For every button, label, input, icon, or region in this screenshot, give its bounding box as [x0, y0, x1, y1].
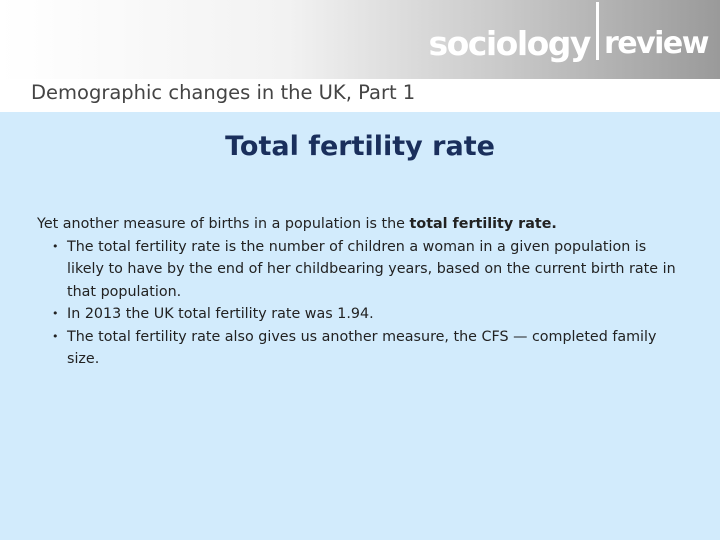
slide-body: Yet another measure of births in a popul… — [37, 213, 687, 371]
intro-paragraph: Yet another measure of births in a popul… — [37, 213, 687, 236]
bullet-icon: • — [52, 239, 59, 253]
bullet-icon: • — [52, 307, 59, 320]
logo-word-review: review — [603, 26, 710, 61]
slide-title: Total fertility rate — [225, 131, 495, 162]
slide-subtitle: Demographic changes in the UK, Part 1 — [31, 81, 416, 104]
logo-divider — [595, 2, 599, 60]
bullet-text: In 2013 the UK total fertility rate was … — [67, 306, 374, 322]
bullet-item: • The total fertility rate also gives us … — [52, 326, 687, 371]
bullet-item: • The total fertility rate is the number … — [52, 236, 687, 304]
intro-text: Yet another measure of births in a popul… — [37, 216, 410, 232]
bullet-item: • In 2013 the UK total fertility rate was… — [52, 303, 687, 326]
subtitle-bar — [0, 79, 720, 112]
header-banner: sociology review Demographic changes in … — [0, 0, 720, 112]
intro-bold-term: total fertility rate. — [409, 216, 557, 232]
sociology-review-logo: sociology review — [428, 2, 710, 72]
bullet-text: The total fertility rate also gives us a… — [67, 328, 657, 368]
bullet-text: The total fertility rate is the number o… — [67, 238, 676, 300]
bullet-icon: • — [52, 329, 59, 343]
bullet-list: • The total fertility rate is the number … — [37, 236, 687, 371]
logo-word-sociology: sociology — [428, 24, 591, 63]
